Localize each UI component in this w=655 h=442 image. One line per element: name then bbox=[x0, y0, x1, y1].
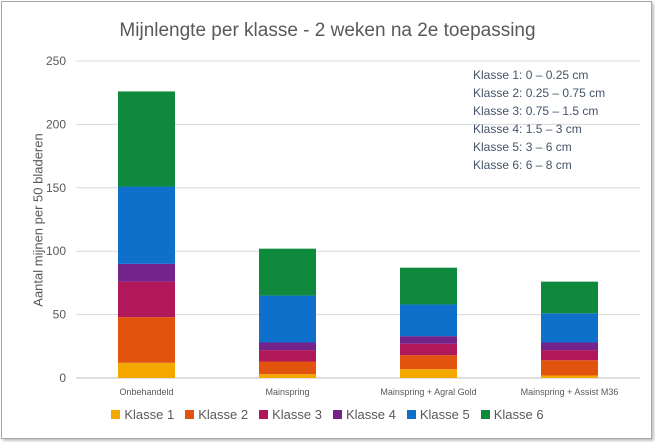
x-tick-label: Mainspring bbox=[265, 387, 309, 397]
class-key-line: Klasse 6: 6 – 8 cm bbox=[473, 158, 572, 172]
class-key-line: Klasse 3: 0.75 – 1.5 cm bbox=[473, 104, 599, 118]
legend-swatch bbox=[185, 410, 195, 419]
bar-segment bbox=[541, 375, 598, 378]
bars bbox=[118, 91, 598, 378]
bar-segment bbox=[541, 342, 598, 351]
legend-swatch bbox=[480, 410, 490, 419]
class-key-line: Klasse 5: 3 – 6 cm bbox=[473, 140, 572, 154]
bar-segment bbox=[400, 267, 457, 305]
bar-segment bbox=[118, 91, 175, 187]
legend-label: Klasse 2 bbox=[198, 407, 249, 422]
legend-item: Klasse 3 bbox=[259, 407, 322, 422]
bar-segment bbox=[259, 248, 316, 296]
x-tick-label: Mainspring + Agral Gold bbox=[380, 387, 476, 397]
bar-segment bbox=[400, 304, 457, 337]
bar-segment bbox=[541, 350, 598, 361]
bar-segment bbox=[259, 350, 316, 362]
legend-swatch bbox=[111, 410, 121, 419]
bar-segment bbox=[259, 374, 316, 378]
class-key-line: Klasse 2: 0.25 – 0.75 cm bbox=[473, 86, 606, 100]
legend-item: Klasse 6 bbox=[480, 407, 544, 422]
legend-label: Klasse 4 bbox=[346, 407, 396, 422]
y-tick-label: 100 bbox=[46, 244, 66, 258]
bar-segment bbox=[541, 313, 598, 343]
y-tick-label: 50 bbox=[53, 308, 67, 322]
legend-item: Klasse 2 bbox=[185, 407, 248, 422]
bar-segment bbox=[400, 336, 457, 344]
bar-segment bbox=[118, 281, 175, 318]
y-tick-label: 200 bbox=[46, 117, 66, 131]
bar-segment bbox=[400, 355, 457, 370]
class-key-note: Klasse 1: 0 – 0.25 cm Klasse 2: 0.25 – 0… bbox=[473, 66, 605, 174]
y-tick-labels: 0 50 100 150 200 250 bbox=[46, 54, 66, 385]
class-key-line: Klasse 1: 0 – 0.25 cm bbox=[473, 68, 589, 82]
legend-swatch bbox=[333, 410, 342, 419]
legend-label: Klasse 5 bbox=[419, 407, 470, 422]
legend: Klasse 1 Klasse 2 Klasse 3 Klasse 4 Klasse 5… bbox=[0, 407, 655, 422]
bar-segment bbox=[400, 343, 457, 356]
legend-item: Klasse 5 bbox=[406, 407, 470, 422]
bar-segment bbox=[118, 362, 175, 378]
legend-label: Klasse 1 bbox=[124, 407, 175, 422]
x-tick-label: Onbehandeld bbox=[119, 387, 173, 397]
y-tick-label: 0 bbox=[59, 371, 66, 385]
y-tick-label: 150 bbox=[46, 181, 66, 195]
x-tick-labels: Onbehandeld Mainspring Mainspring + Agral … bbox=[119, 387, 618, 397]
bar-segment bbox=[541, 281, 598, 314]
legend-swatch bbox=[259, 410, 269, 419]
bar-segment bbox=[118, 186, 175, 264]
bar-segment bbox=[259, 361, 316, 375]
bar-segment bbox=[259, 295, 316, 343]
legend-swatch bbox=[406, 410, 416, 419]
bar-segment bbox=[118, 317, 175, 363]
legend-item: Klasse 1 bbox=[111, 407, 174, 422]
legend-label: Klasse 3 bbox=[272, 407, 322, 422]
legend-item: Klasse 4 bbox=[333, 407, 396, 422]
x-tick-label: Mainspring + Assist M36 bbox=[521, 387, 619, 397]
class-key-line: Klasse 4: 1.5 – 3 cm bbox=[473, 122, 582, 136]
bar-segment bbox=[541, 360, 598, 376]
legend-label: Klasse 6 bbox=[493, 407, 544, 422]
chart-title: Mijnlengte per klasse - 2 weken na 2e to… bbox=[119, 20, 536, 41]
bar-segment bbox=[400, 369, 457, 378]
bar-segment bbox=[118, 263, 175, 282]
bar-segment bbox=[259, 342, 316, 351]
y-tick-label: 250 bbox=[46, 54, 66, 68]
